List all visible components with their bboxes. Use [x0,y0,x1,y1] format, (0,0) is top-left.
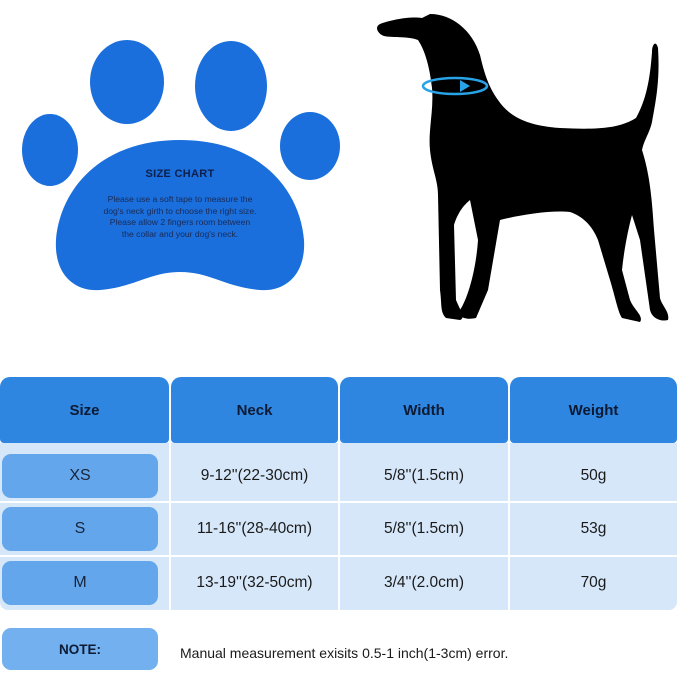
neck-cell: 13-19''(32-50cm) [196,574,313,591]
size-s: S [2,507,158,551]
weight-cell: 70g [580,574,607,591]
instruction-line: the collar and your dog's neck. [121,228,239,239]
divider [0,555,677,557]
weight-cell: 53g [580,520,607,537]
header-weight: Weight [510,377,677,443]
divider [508,443,510,610]
neck-cell: 9-12''(22-30cm) [200,467,309,484]
instruction-line: Please use a soft tape to measure the [107,194,253,204]
note-text: Manual measurement exisits 0.5-1 inch(1-… [180,645,509,661]
instruction-line: dog's neck girth to choose the right siz… [103,205,257,216]
divider [0,501,677,503]
width-cell: 3/4''(2.0cm) [384,574,464,591]
note-label: NOTE: [2,628,158,670]
size-m: M [2,561,158,605]
size-chart-title: SIZE CHART [145,168,215,180]
weight-cell: 50g [580,467,607,484]
header-size: Size [0,377,169,443]
header-neck: Neck [171,377,338,443]
divider [338,443,340,610]
width-cell: 5/8''(1.5cm) [384,467,464,484]
header-width: Width [340,377,508,443]
instruction-line: Please allow 2 fingers room between [109,217,251,228]
size-chart-instructions: Please use a soft tape to measure the do… [70,194,290,240]
neck-measure-arrow-icon [421,76,489,96]
divider [169,443,171,610]
neck-cell: 11-16''(28-40cm) [196,520,313,537]
width-cell: 5/8''(1.5cm) [384,520,464,537]
dog-silhouette-icon [377,14,669,322]
paw-print-icon [22,40,340,291]
size-xs: XS [2,454,158,498]
